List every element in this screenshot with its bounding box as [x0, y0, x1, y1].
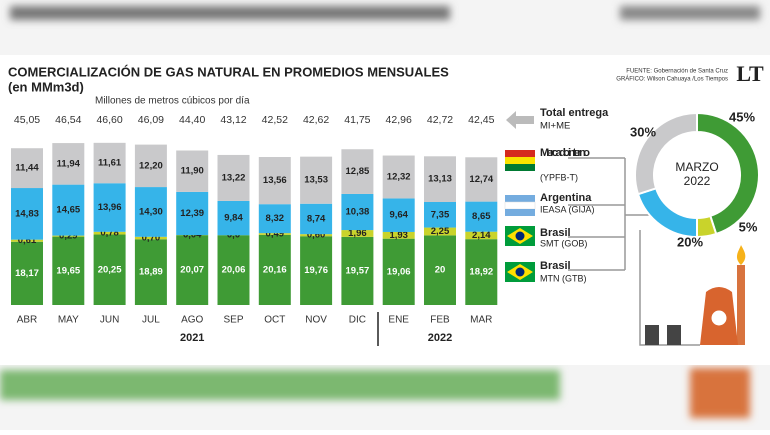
- value-label: 8,65: [472, 211, 491, 222]
- legend-name: Brasil: [540, 260, 571, 272]
- logo: LT: [736, 61, 764, 86]
- value-label: 9,84: [224, 213, 243, 224]
- value-label: 13,96: [98, 202, 122, 213]
- value-label: 7,35: [431, 209, 450, 220]
- source: FUENTE: Gobernación de Santa Cruz: [626, 69, 728, 75]
- value-label: 20,25: [98, 264, 122, 275]
- x-tick-label: AGO: [181, 315, 203, 326]
- blur-strip: [10, 6, 450, 20]
- blur-strip: [0, 370, 560, 400]
- flag-bolivia: [505, 150, 535, 171]
- x-tick-label: FEB: [430, 315, 450, 326]
- total-label: 42,96: [386, 114, 412, 126]
- value-label: 10,38: [346, 207, 370, 218]
- subtitle: (en MMm3d): [8, 79, 84, 94]
- value-label: 8,74: [307, 213, 326, 224]
- value-label: 9,64: [389, 210, 408, 221]
- total-label: 45,05: [14, 114, 40, 126]
- year-label: 2021: [180, 332, 204, 344]
- value-label: 19,76: [304, 265, 328, 276]
- legend-total: Total entrega: [540, 107, 609, 119]
- value-label: 12,39: [180, 208, 204, 219]
- blur-strip: [690, 368, 750, 418]
- value-label: 19,06: [387, 266, 411, 277]
- x-tick-label: JUN: [100, 315, 119, 326]
- value-label: 18,89: [139, 267, 163, 278]
- x-tick-label: OCT: [264, 315, 285, 326]
- legend-name: Brasil: [540, 227, 571, 239]
- value-label: 12,20: [139, 160, 163, 171]
- total-label: 46,09: [138, 114, 164, 126]
- legend-name: Mercado interno: [540, 147, 590, 159]
- slice-label: 5%: [739, 219, 758, 234]
- value-label: 14,83: [15, 208, 39, 219]
- total-label: 42,52: [262, 114, 288, 126]
- legend-sub: SMT (GOB): [540, 238, 587, 248]
- value-label: 19,65: [56, 265, 80, 276]
- x-tick-label: NOV: [305, 315, 327, 326]
- x-tick-label: ABR: [17, 315, 38, 326]
- legend-total-sub: MI+ME: [540, 121, 570, 132]
- flag-brazil: [505, 262, 535, 282]
- year-label: 2022: [428, 332, 452, 344]
- value-label: 13,13: [428, 174, 452, 185]
- x-tick-label: SEP: [223, 315, 243, 326]
- legend-sub: (YPFB-T): [540, 172, 578, 182]
- total-label: 42,72: [427, 114, 453, 126]
- total-label: 44,40: [179, 114, 205, 126]
- legend-sub: MTN (GTB): [540, 273, 587, 283]
- value-label: 18,17: [15, 268, 39, 279]
- flag-argentina: [505, 195, 535, 216]
- value-label: 11,61: [98, 158, 122, 169]
- value-label: 14,30: [139, 206, 163, 217]
- legend-name: Argentina: [540, 192, 592, 204]
- value-label: 14,65: [56, 205, 80, 216]
- value-label: 19,57: [346, 265, 370, 276]
- center-label: 2022: [684, 174, 711, 188]
- legend-sub: IEASA (GIJA): [540, 204, 595, 214]
- flag-brazil: [505, 226, 535, 246]
- total-label: 42,45: [468, 114, 494, 126]
- blur-strip: [620, 6, 760, 20]
- value-label: 8,32: [266, 213, 285, 224]
- x-tick-label: DIC: [349, 315, 366, 326]
- slice-label: 45%: [729, 109, 755, 124]
- value-label: 2,25: [431, 226, 450, 237]
- value-label: 11,90: [181, 166, 204, 177]
- value-label: 20,06: [222, 265, 246, 276]
- value-label: 13,56: [263, 175, 287, 186]
- x-tick-label: ENE: [388, 315, 409, 326]
- total-label: 42,62: [303, 114, 329, 126]
- value-label: 13,53: [304, 175, 328, 186]
- value-label: 13,22: [222, 172, 246, 183]
- total-label: 46,60: [96, 114, 122, 126]
- value-label: 20,07: [180, 265, 204, 276]
- center-label: MARZO: [675, 160, 718, 174]
- slice-label: 30%: [630, 124, 656, 139]
- total-label: 41,75: [344, 114, 370, 126]
- value-label: 12,85: [346, 166, 370, 177]
- x-tick-label: MAY: [58, 315, 79, 326]
- value-label: 18,92: [469, 267, 493, 278]
- value-label: 12,74: [469, 174, 493, 185]
- title: COMERCIALIZACIÓN DE GAS NATURAL EN PROME…: [8, 64, 449, 79]
- value-label: 11,94: [57, 158, 81, 169]
- value-label: 20: [435, 265, 446, 276]
- total-label: 43,12: [220, 114, 246, 126]
- value-label: 12,32: [387, 171, 411, 182]
- slice-label: 20%: [677, 234, 703, 249]
- y-label: Millones de metros cúbicos por día: [95, 96, 250, 107]
- x-tick-label: MAR: [470, 315, 492, 326]
- total-label: 46,54: [55, 114, 81, 126]
- x-tick-label: JUL: [142, 315, 160, 326]
- value-label: 11,44: [15, 163, 39, 174]
- credit: GRÁFICO: Wilson Cahuaya /Los Tiempos: [616, 76, 728, 83]
- value-label: 20,16: [263, 264, 287, 275]
